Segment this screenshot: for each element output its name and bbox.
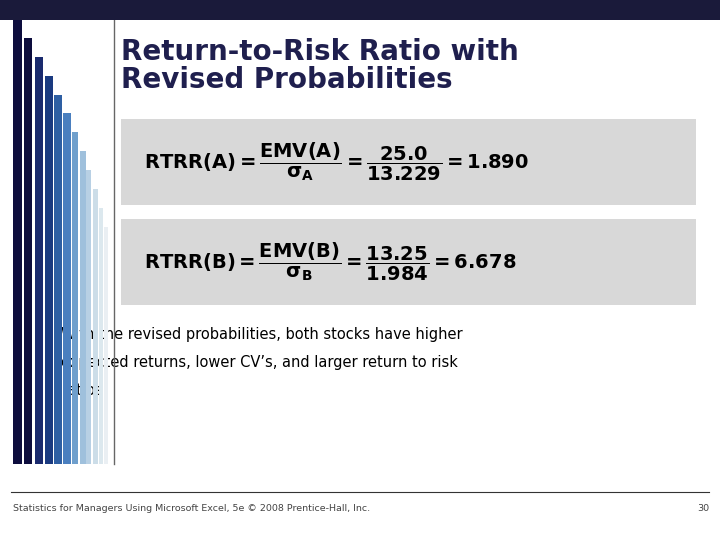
- Text: ratios: ratios: [61, 383, 103, 398]
- Bar: [121, 119, 696, 205]
- Bar: [80, 151, 86, 464]
- Bar: [121, 219, 696, 305]
- Bar: [86, 170, 91, 464]
- Text: With the revised probabilities, both stocks have higher: With the revised probabilities, both sto…: [61, 327, 463, 342]
- Bar: [13, 19, 22, 464]
- Bar: [0, 0, 720, 20]
- Text: Statistics for Managers Using Microsoft Excel, 5e © 2008 Prentice-Hall, Inc.: Statistics for Managers Using Microsoft …: [13, 504, 370, 513]
- Text: 30: 30: [697, 504, 709, 513]
- Text: $\mathbf{RTRR(B) = \dfrac{EMV(B)}{\sigma_B} = \dfrac{13.25}{1.984} = 6.678}$: $\mathbf{RTRR(B) = \dfrac{EMV(B)}{\sigma…: [144, 241, 516, 283]
- Text: Return-to-Risk Ratio with: Return-to-Risk Ratio with: [121, 38, 518, 66]
- Bar: [104, 227, 108, 464]
- Bar: [99, 208, 103, 464]
- Bar: [24, 38, 32, 464]
- Bar: [63, 113, 71, 464]
- Bar: [72, 132, 78, 464]
- Text: $\mathbf{RTRR(A) = \dfrac{EMV(A)}{\sigma_A} = \dfrac{25.0}{13.229} = 1.890}$: $\mathbf{RTRR(A) = \dfrac{EMV(A)}{\sigma…: [144, 141, 528, 183]
- Text: Revised Probabilities: Revised Probabilities: [121, 66, 453, 94]
- Bar: [54, 94, 62, 464]
- Bar: [45, 76, 53, 464]
- Bar: [93, 189, 98, 464]
- Text: expected returns, lower CV’s, and larger return to risk: expected returns, lower CV’s, and larger…: [61, 355, 458, 370]
- Bar: [35, 57, 43, 464]
